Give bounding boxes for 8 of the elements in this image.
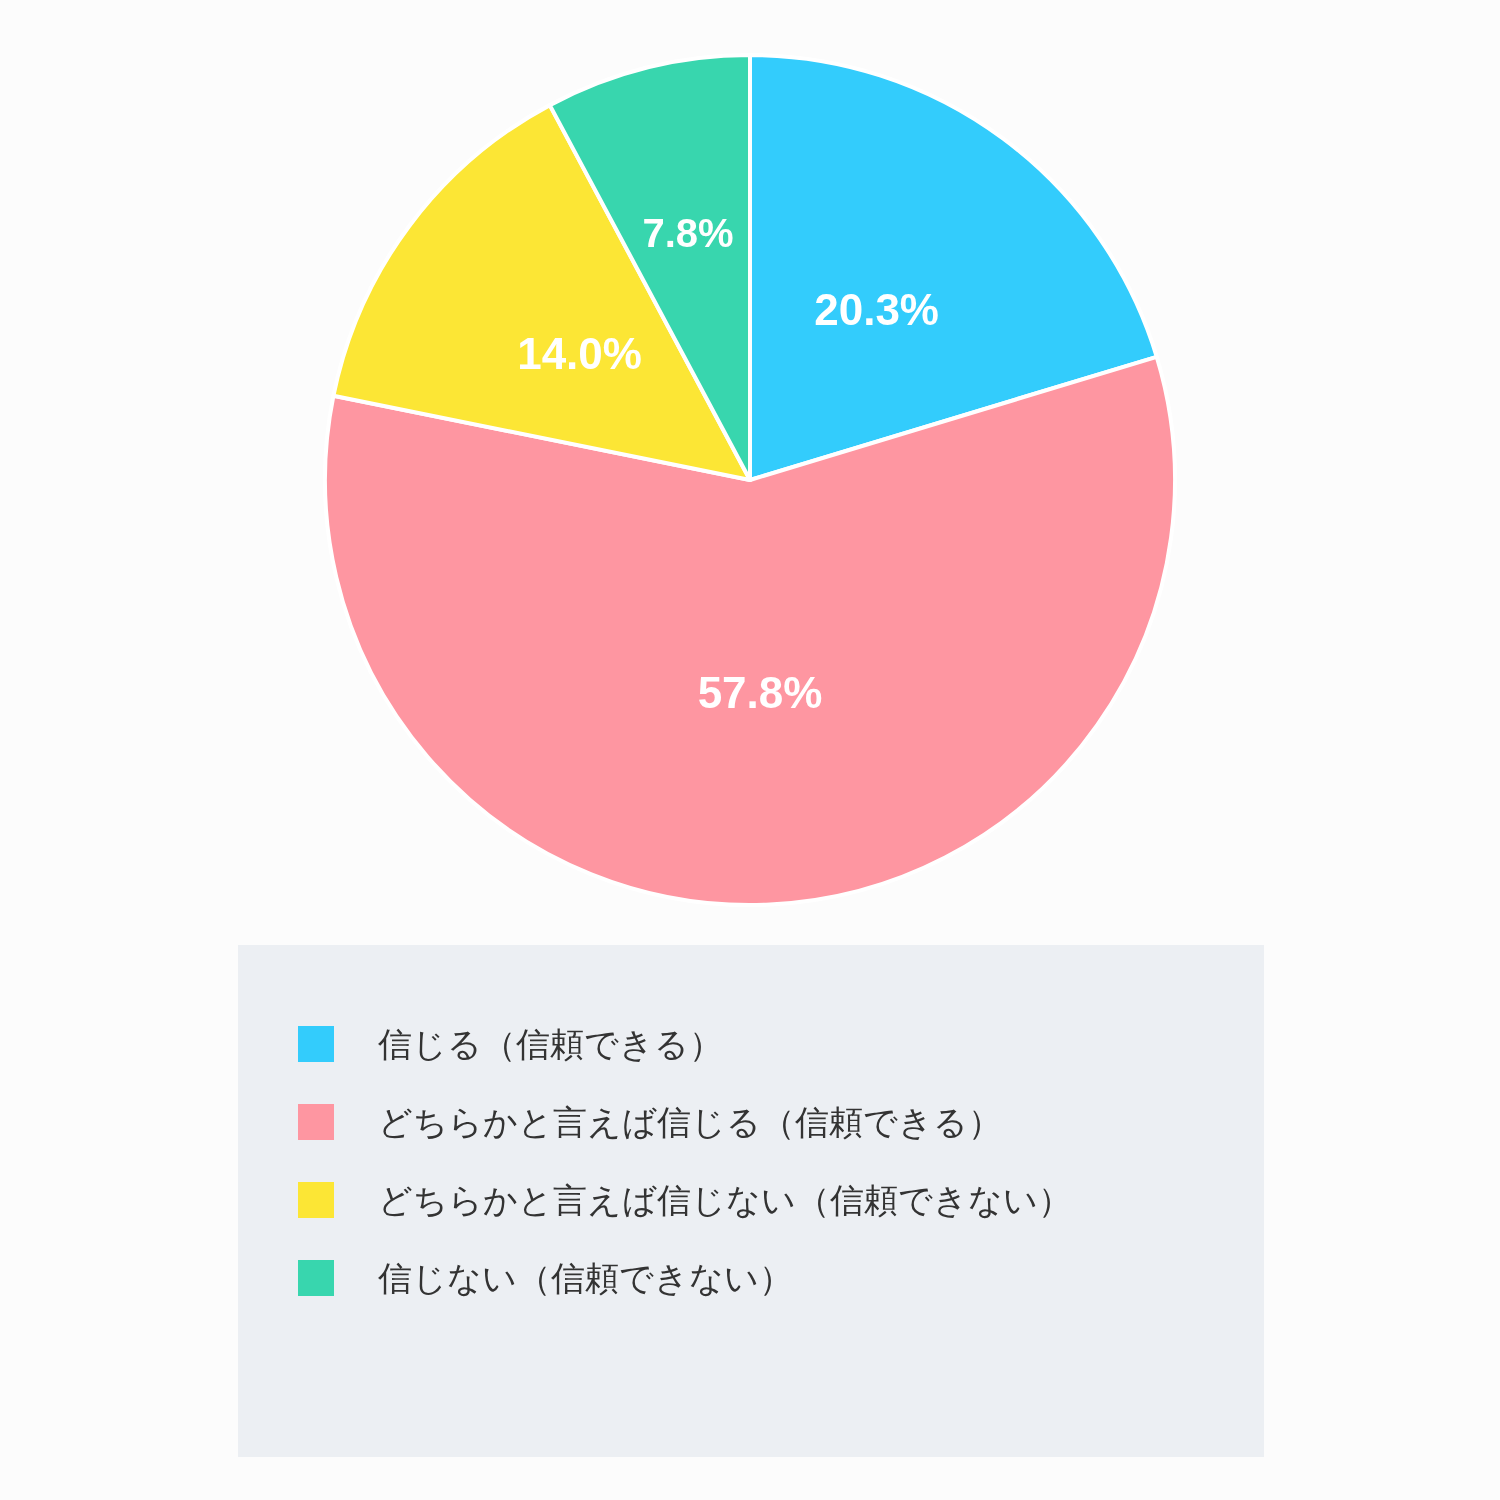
legend-label: どちらかと言えば信じない（信頼できない） — [378, 1180, 1072, 1220]
data-label: 7.8% — [642, 210, 734, 255]
data-label: 57.8% — [697, 667, 823, 717]
legend-label: 信じない（信頼できない） — [378, 1258, 793, 1298]
data-label: 14.0% — [517, 328, 642, 378]
legend-label: どちらかと言えば信じる（信頼できる） — [378, 1102, 1002, 1142]
legend-label: 信じる（信頼できる） — [378, 1024, 723, 1064]
data-label: 20.3% — [814, 284, 939, 334]
